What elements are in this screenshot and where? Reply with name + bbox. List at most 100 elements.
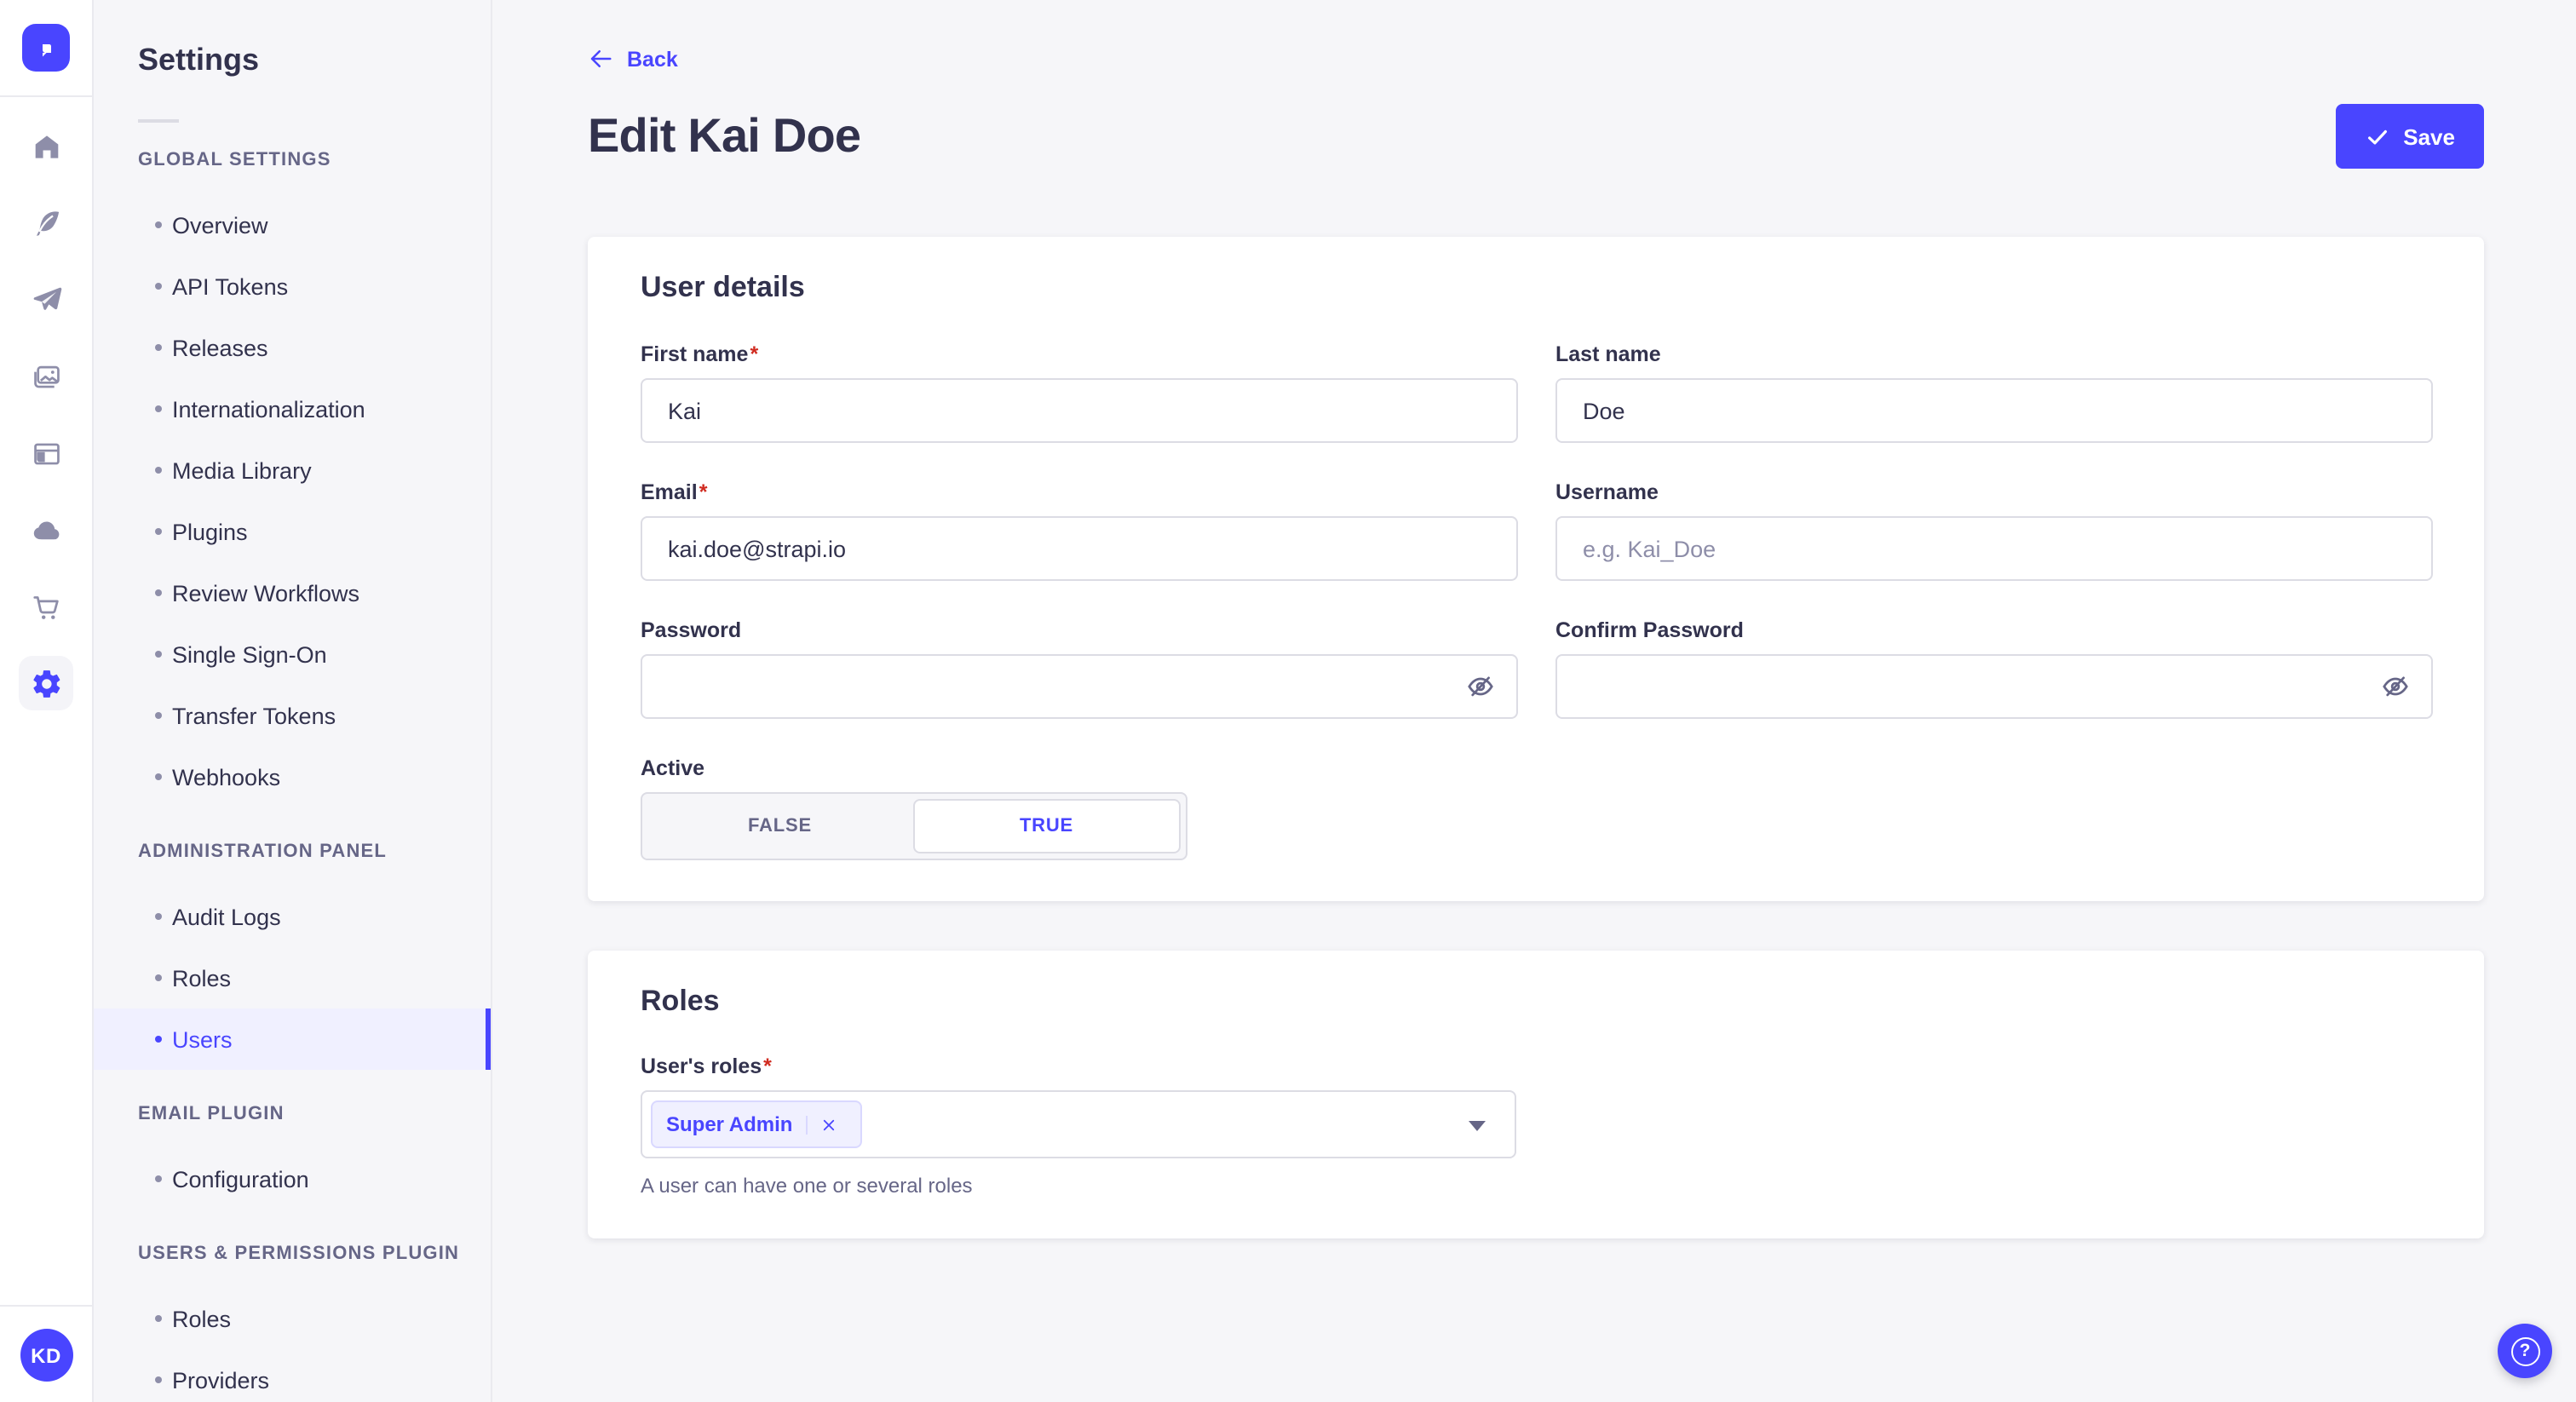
confirm-password-input-wrap <box>1555 654 2433 719</box>
toggle-password-visibility[interactable] <box>1465 671 1496 702</box>
paper-plane-icon <box>32 286 61 309</box>
field-last-name: Last name <box>1555 342 2433 443</box>
email-input[interactable] <box>641 516 1518 581</box>
username-input[interactable] <box>1555 516 2433 581</box>
bullet-icon <box>155 589 162 596</box>
bullet-icon <box>155 467 162 474</box>
sidebar-item-transfer-tokens[interactable]: Transfer Tokens <box>94 685 491 746</box>
main-content: Back Edit Kai Doe Save User details Firs… <box>492 0 2576 1402</box>
field-active: Active FALSE TRUE <box>641 756 1518 860</box>
nav-media-library[interactable] <box>19 349 73 404</box>
sidebar-item-providers[interactable]: Providers <box>94 1349 491 1402</box>
bullet-icon <box>155 712 162 719</box>
sidebar-item-users[interactable]: Users <box>94 1008 491 1070</box>
nav-releases[interactable] <box>19 273 73 327</box>
sidebar-item-configuration[interactable]: Configuration <box>94 1148 491 1210</box>
sidebar-item-media-library[interactable]: Media Library <box>94 440 491 501</box>
sidebar-item-admin-roles[interactable]: Roles <box>94 947 491 1008</box>
field-password: Password <box>641 618 1518 719</box>
nav-cloud[interactable] <box>19 503 73 557</box>
toggle-true-button[interactable]: TRUE <box>912 799 1181 853</box>
nav-settings[interactable] <box>19 656 73 710</box>
field-label: User's roles * <box>641 1054 772 1078</box>
sidebar-header: Settings <box>94 0 491 123</box>
check-icon <box>2367 129 2387 144</box>
roles-hint: A user can have one or several roles <box>641 1174 973 1198</box>
back-link[interactable]: Back <box>588 46 678 72</box>
sidebar-item-overview[interactable]: Overview <box>94 194 491 256</box>
first-name-input[interactable] <box>641 378 1518 443</box>
remove-role-button[interactable] <box>806 1115 847 1134</box>
field-label: Active <box>641 756 705 780</box>
save-button[interactable]: Save <box>2335 104 2484 169</box>
required-mark: * <box>699 480 708 504</box>
nav-content-type-builder[interactable] <box>19 426 73 480</box>
bullet-icon <box>155 1315 162 1322</box>
bullet-icon <box>155 651 162 658</box>
sidebar-item-releases[interactable]: Releases <box>94 317 491 378</box>
arrow-left-icon <box>590 50 612 67</box>
sidebar-item-audit-logs[interactable]: Audit Logs <box>94 886 491 947</box>
last-name-input[interactable] <box>1555 378 2433 443</box>
section-header: EMAIL PLUGIN <box>138 1104 285 1124</box>
required-mark: * <box>750 342 759 366</box>
gear-icon <box>32 669 60 697</box>
help-button[interactable]: ? <box>2498 1324 2552 1378</box>
section-global-settings: GLOBAL SETTINGS Overview API Tokens Rele… <box>94 150 491 807</box>
rail-divider-top <box>0 95 92 97</box>
role-tag: Super Admin <box>651 1100 863 1148</box>
cart-icon <box>32 595 58 618</box>
main-nav-rail: KD <box>0 0 94 1402</box>
strapi-logo[interactable] <box>22 24 70 72</box>
section-administration-panel: ADMINISTRATION PANEL Audit Logs Roles Us… <box>94 842 491 1070</box>
sidebar-item-single-sign-on[interactable]: Single Sign-On <box>94 623 491 685</box>
confirm-password-input[interactable] <box>1555 654 2433 719</box>
roles-multiselect[interactable]: Super Admin <box>641 1090 1516 1158</box>
nav-content-manager[interactable] <box>19 196 73 250</box>
user-details-form: First name* Last name Email* Username Pa… <box>641 342 2433 860</box>
field-label: Username <box>1555 480 1659 504</box>
eye-slash-icon <box>1468 676 1493 697</box>
bullet-icon <box>155 528 162 535</box>
field-username: Username <box>1555 480 2433 581</box>
settings-menu: GLOBAL SETTINGS Overview API Tokens Rele… <box>94 123 491 1402</box>
section-header: GLOBAL SETTINGS <box>138 150 331 170</box>
required-mark: * <box>763 1054 772 1078</box>
toggle-false-button[interactable]: FALSE <box>647 799 912 853</box>
bullet-icon <box>155 283 162 290</box>
nav-marketplace[interactable] <box>19 579 73 634</box>
card-heading: User details <box>641 271 805 303</box>
sidebar-item-review-workflows[interactable]: Review Workflows <box>94 562 491 623</box>
toggle-confirm-password-visibility[interactable] <box>2380 671 2411 702</box>
bullet-icon <box>155 405 162 412</box>
password-input[interactable] <box>641 654 1518 719</box>
close-icon <box>824 1118 835 1130</box>
question-icon: ? <box>2510 1336 2539 1365</box>
nav-home[interactable] <box>19 119 73 174</box>
sidebar-item-up-roles[interactable]: Roles <box>94 1288 491 1349</box>
settings-sidebar: Settings GLOBAL SETTINGS Overview API To… <box>94 0 492 1402</box>
avatar[interactable]: KD <box>20 1329 72 1382</box>
field-label: Confirm Password <box>1555 618 1744 642</box>
field-label: Last name <box>1555 342 1661 366</box>
eye-slash-icon <box>2383 676 2408 697</box>
section-header: ADMINISTRATION PANEL <box>138 842 388 862</box>
field-label: Email * <box>641 480 708 504</box>
cloud-icon <box>32 520 59 539</box>
bullet-icon <box>155 344 162 351</box>
sidebar-item-api-tokens[interactable]: API Tokens <box>94 256 491 317</box>
section-email-plugin: EMAIL PLUGIN Configuration <box>94 1104 491 1210</box>
bullet-icon <box>155 913 162 920</box>
rail-divider-bottom <box>0 1305 92 1307</box>
sidebar-item-webhooks[interactable]: Webhooks <box>94 746 491 807</box>
sidebar-item-plugins[interactable]: Plugins <box>94 501 491 562</box>
field-first-name: First name * <box>641 342 1518 443</box>
sidebar-item-internationalization[interactable]: Internationalization <box>94 378 491 440</box>
home-icon <box>34 135 58 158</box>
bullet-icon <box>155 1175 162 1182</box>
bullet-icon <box>155 773 162 780</box>
password-input-wrap <box>641 654 1518 719</box>
field-email: Email * <box>641 480 1518 581</box>
field-label: Password <box>641 618 742 642</box>
